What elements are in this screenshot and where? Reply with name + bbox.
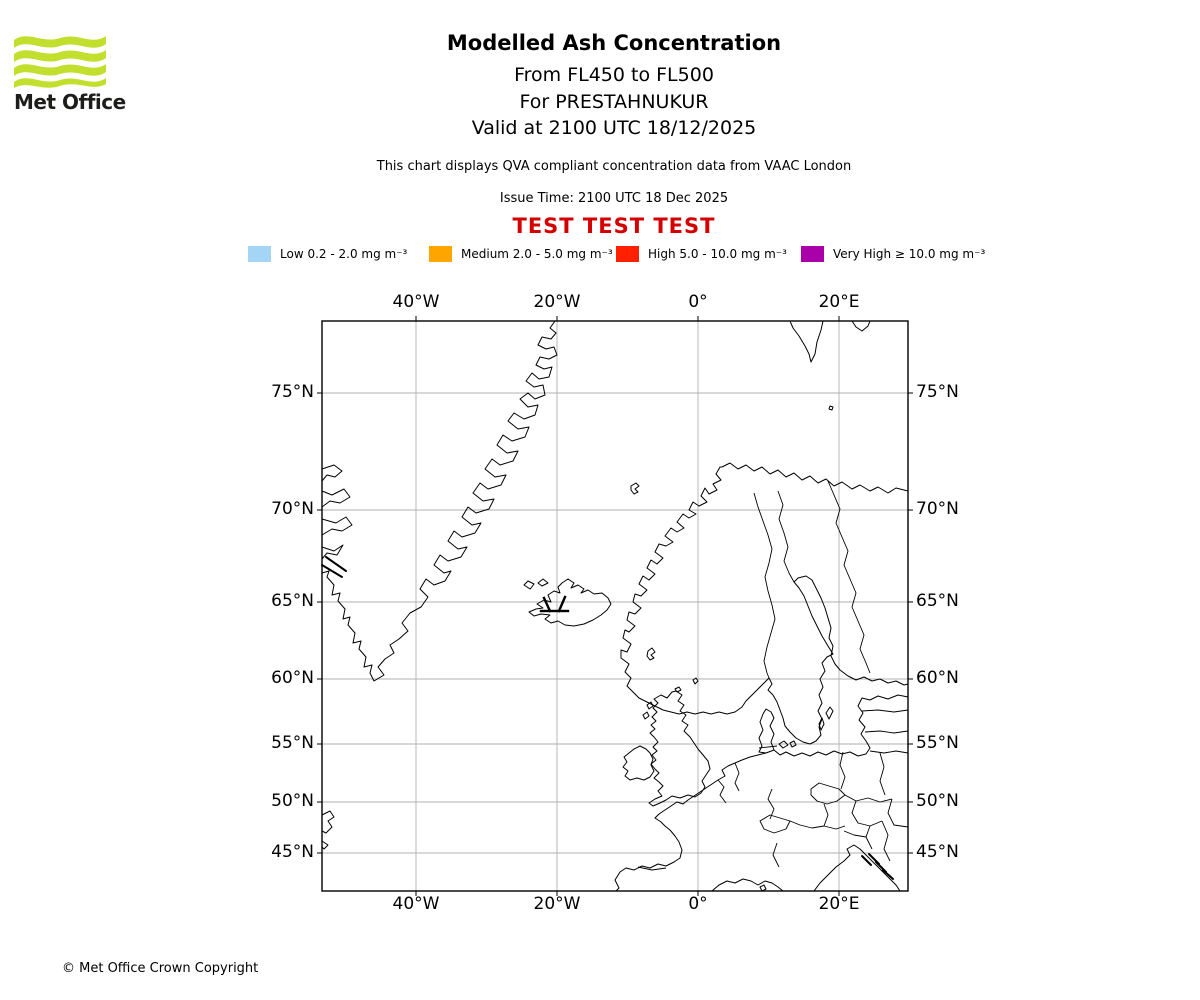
lat-label-right: 50°N bbox=[916, 791, 959, 811]
lon-label-top: 0° bbox=[688, 292, 708, 312]
lat-label-left: 75°N bbox=[271, 382, 314, 402]
lon-label-top: 20°E bbox=[818, 292, 860, 312]
lat-label-left: 60°N bbox=[271, 668, 314, 688]
lon-label-bottom: 20°W bbox=[533, 894, 581, 914]
test-banner: TEST TEST TEST bbox=[512, 214, 716, 238]
lat-label-right: 75°N bbox=[916, 382, 959, 402]
page-title: Modelled Ash Concentration bbox=[446, 31, 782, 55]
met-office-wordmark: Met Office bbox=[14, 90, 126, 114]
lon-label-top: 40°W bbox=[392, 292, 440, 312]
legend-item-very-high: Very High ≥ 10.0 mg m⁻³ bbox=[801, 245, 985, 262]
lat-label-right: 60°N bbox=[916, 668, 959, 688]
lat-label-right: 65°N bbox=[916, 591, 959, 611]
lat-label-right: 55°N bbox=[916, 733, 959, 753]
very-high-swatch-icon bbox=[801, 245, 824, 262]
graticule bbox=[322, 321, 908, 891]
legend-item-medium: Medium 2.0 - 5.0 mg m⁻³ bbox=[429, 245, 613, 262]
legend-label: Medium 2.0 - 5.0 mg m⁻³ bbox=[461, 246, 613, 261]
met-office-logo-icon bbox=[14, 36, 106, 88]
flight-level-subtitle: From FL450 to FL500 bbox=[514, 64, 714, 86]
lat-label-left: 70°N bbox=[271, 499, 314, 519]
map-frame bbox=[321, 320, 909, 892]
lat-label-left: 65°N bbox=[271, 591, 314, 611]
lat-label-left: 45°N bbox=[271, 842, 314, 862]
legend-item-low: Low 0.2 - 2.0 mg m⁻³ bbox=[248, 245, 407, 262]
ash-concentration-map bbox=[317, 316, 913, 896]
high-swatch-icon bbox=[616, 245, 639, 262]
volcano-marker-icon bbox=[539, 595, 570, 613]
volcano-subtitle: For PRESTAHNUKUR bbox=[519, 91, 709, 113]
lat-label-right: 70°N bbox=[916, 499, 959, 519]
axis-ticks bbox=[317, 316, 913, 896]
lon-label-bottom: 0° bbox=[688, 894, 708, 914]
copyright-notice: © Met Office Crown Copyright bbox=[62, 961, 259, 976]
legend-label: Very High ≥ 10.0 mg m⁻³ bbox=[833, 246, 986, 261]
lon-label-bottom: 40°W bbox=[392, 894, 440, 914]
lon-label-top: 20°W bbox=[533, 292, 581, 312]
qva-compliance-note: This chart displays QVA compliant concen… bbox=[376, 159, 852, 174]
lat-label-left: 50°N bbox=[271, 791, 314, 811]
legend-label: High 5.0 - 10.0 mg m⁻³ bbox=[648, 246, 787, 261]
lat-label-right: 45°N bbox=[916, 842, 959, 862]
issue-time: Issue Time: 2100 UTC 18 Dec 2025 bbox=[499, 191, 729, 206]
country-borders bbox=[637, 480, 909, 871]
lon-label-bottom: 20°E bbox=[818, 894, 860, 914]
legend-label: Low 0.2 - 2.0 mg m⁻³ bbox=[280, 246, 408, 261]
legend-item-high: High 5.0 - 10.0 mg m⁻³ bbox=[616, 245, 787, 262]
coastlines bbox=[321, 320, 909, 892]
medium-swatch-icon bbox=[429, 245, 452, 262]
valid-time-subtitle: Valid at 2100 UTC 18/12/2025 bbox=[471, 117, 757, 139]
low-swatch-icon bbox=[248, 245, 271, 262]
lat-label-left: 55°N bbox=[271, 733, 314, 753]
